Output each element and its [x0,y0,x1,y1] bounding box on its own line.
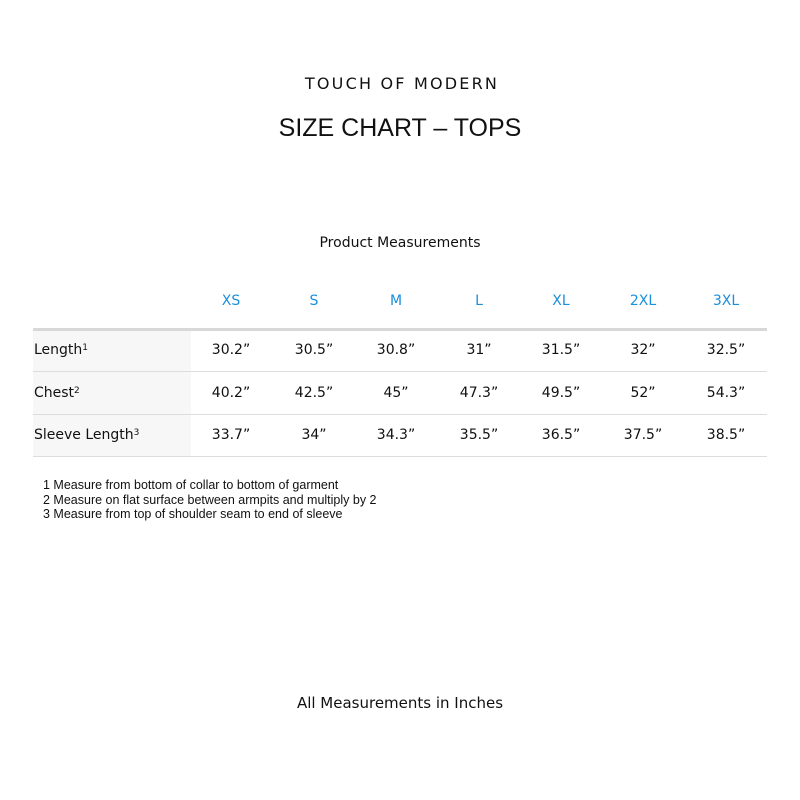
label-column-background [33,330,191,457]
table-cell: 31.5” [541,342,581,358]
row-divider [33,414,767,415]
row-divider [33,456,767,457]
size-header: XS [221,293,241,309]
size-header: S [309,293,319,309]
table-cell: 30.8” [376,342,416,358]
table-cell: 31” [466,342,492,358]
table-cell: 32.5” [706,342,746,358]
size-header: XL [552,293,570,309]
footnote-marker: 3 [133,428,140,438]
table-cell: 33.7” [211,427,251,443]
row-divider [33,328,767,331]
row-label: Length1 [34,342,88,358]
table-cell: 42.5” [294,385,334,401]
units-note: All Measurements in Inches [296,694,504,712]
table-cell: 32” [630,342,656,358]
size-header: L [475,293,483,309]
table-cell: 34.3” [376,427,416,443]
row-label: Sleeve Length3 [34,427,139,443]
footnote: 3 Measure from top of shoulder seam to e… [43,507,343,521]
table-cell: 37.5” [623,427,663,443]
footnote: 2 Measure on flat surface between armpit… [43,492,377,507]
table-cell: 52” [630,385,656,401]
table-cell: 47.3” [459,385,499,401]
size-header: M [389,293,403,309]
table-cell: 34” [301,427,327,443]
table-cell: 36.5” [541,427,581,443]
table-cell: 35.5” [459,427,499,443]
row-label-text: Sleeve Length [34,427,134,443]
table-cell: 54.3” [706,385,746,401]
table-cell: 49.5” [541,385,581,401]
size-header: 3XL [712,293,740,309]
table-cell: 38.5” [706,427,746,443]
brand-logo: TOUCH OF MODERN [304,74,500,93]
row-label-text: Chest [34,385,75,401]
footnote-marker: 1 [82,343,89,353]
row-label-text: Length [34,342,83,358]
table-cell: 30.5” [294,342,334,358]
table-cell: 45” [383,385,409,401]
row-divider [33,371,767,372]
row-label: Chest2 [34,385,80,401]
size-header: 2XL [629,293,657,309]
footnotes: 1 Measure from bottom of collar to botto… [43,478,377,522]
footnote: 1 Measure from bottom of collar to botto… [43,478,339,492]
table-subtitle: Product Measurements [319,235,481,251]
table-cell: 40.2” [211,385,251,401]
page-title: SIZE CHART – TOPS [278,114,522,142]
table-cell: 30.2” [211,342,251,358]
footnote-marker: 2 [74,386,80,396]
